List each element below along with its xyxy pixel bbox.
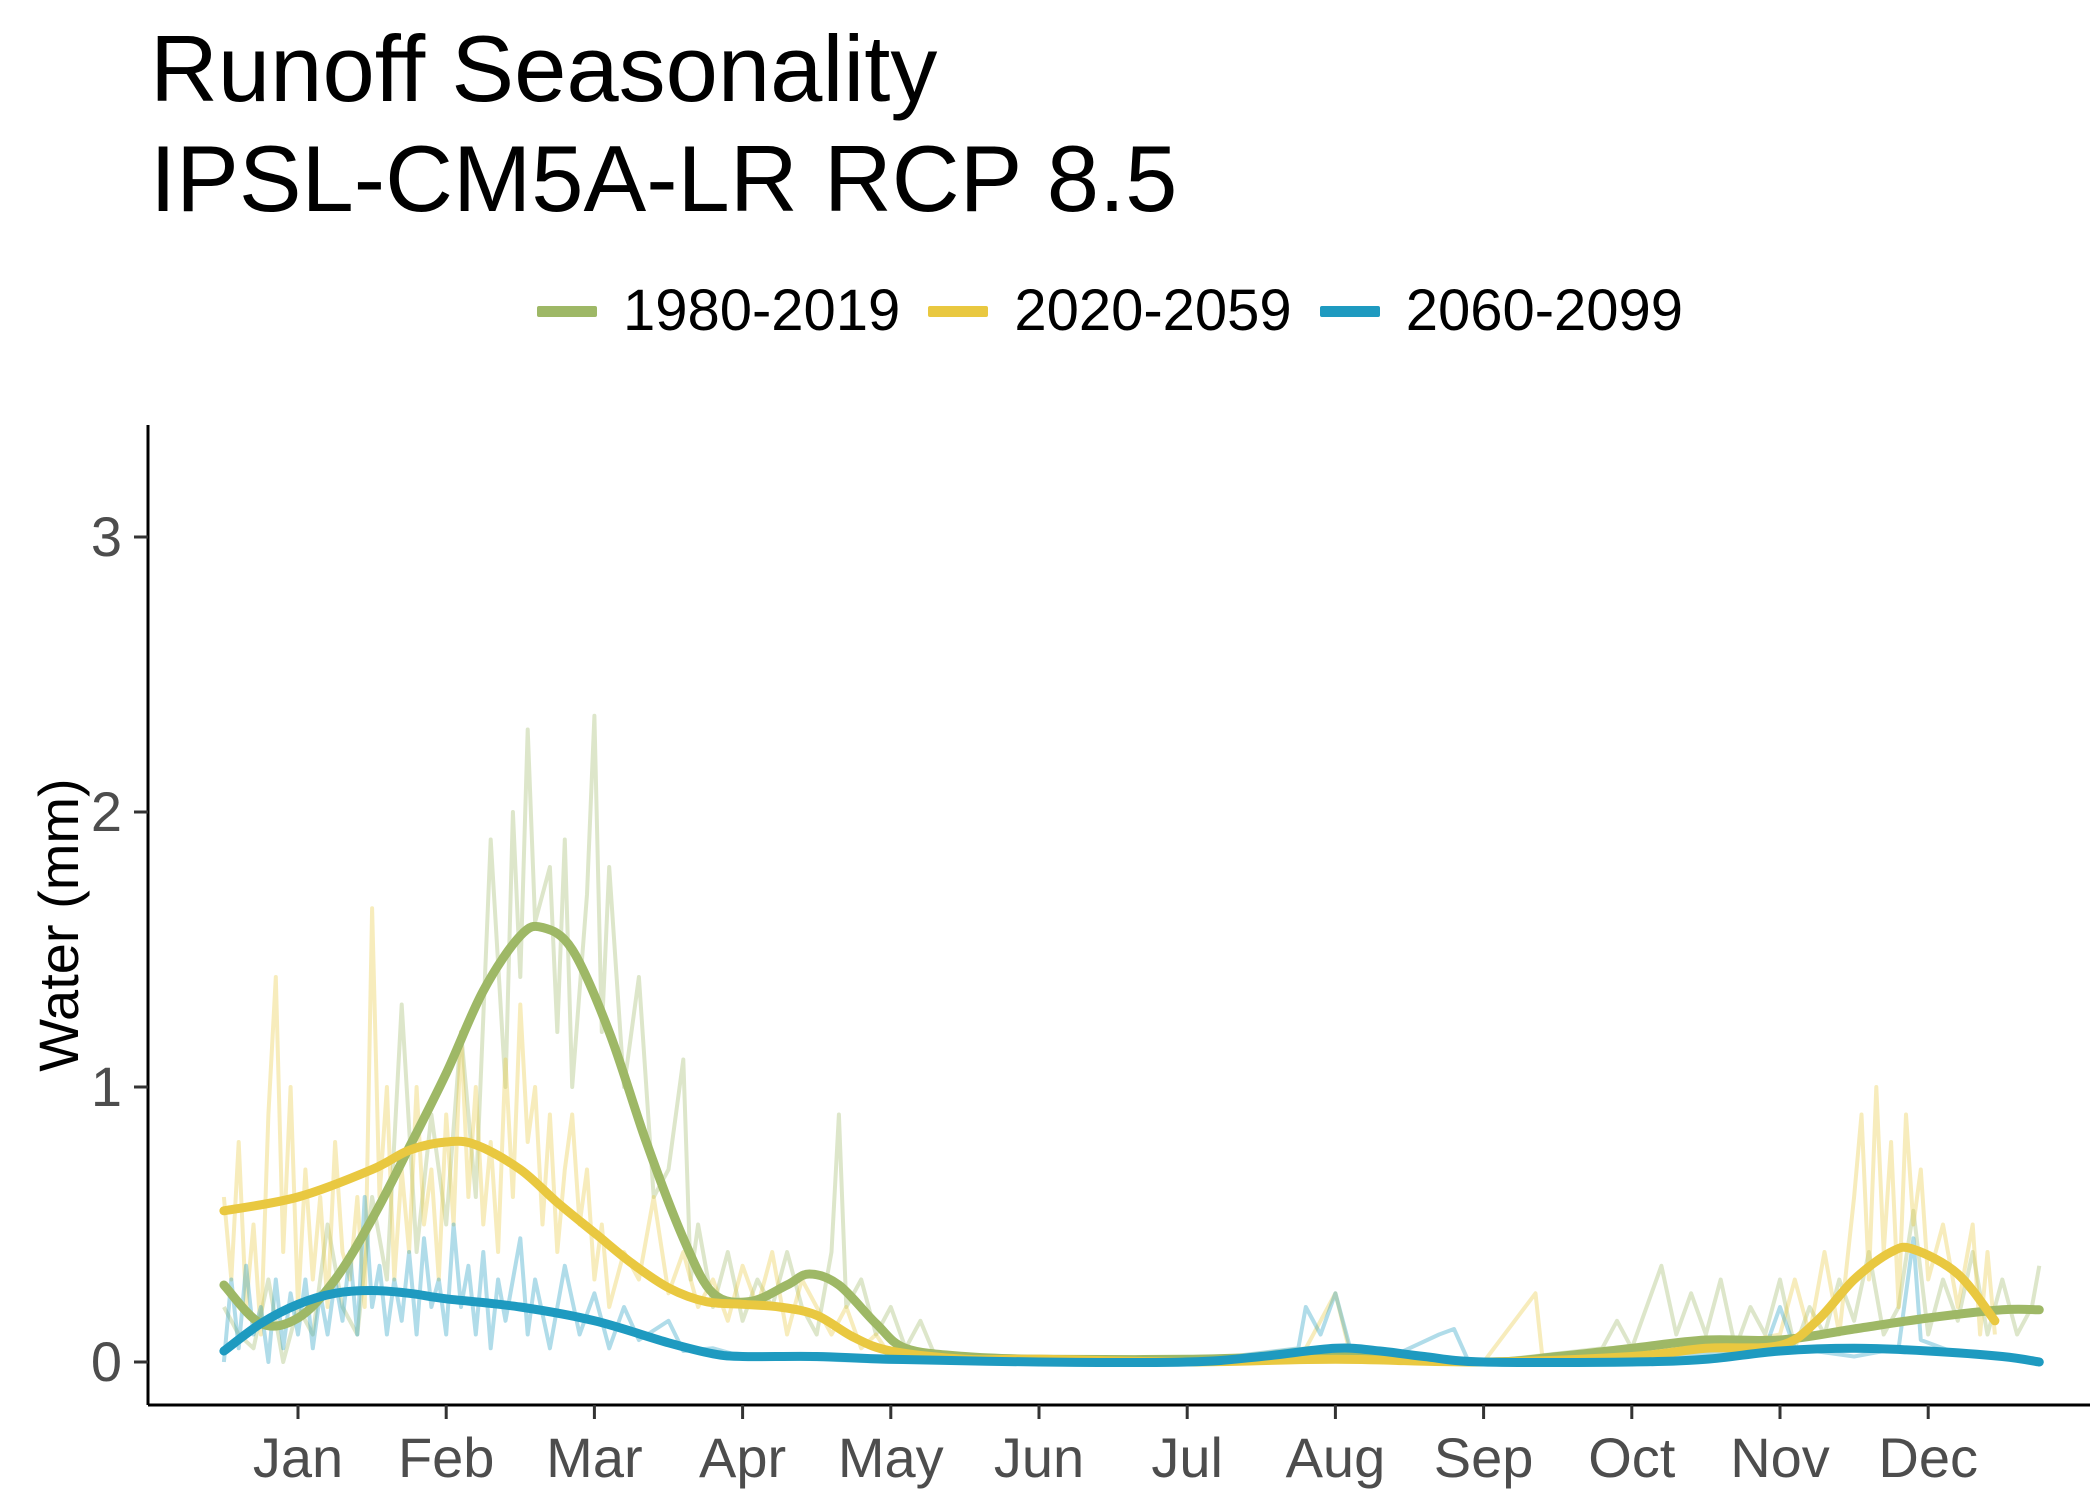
x-tick-label-feb: Feb: [398, 1426, 495, 1489]
x-tick-label-aug: Aug: [1286, 1426, 1386, 1489]
chart-subtitle: IPSL-CM5A-LR RCP 8.5: [150, 126, 1178, 231]
smooth-series-layer: [219, 921, 2044, 1368]
y-tick-label-0: 0: [91, 1330, 122, 1393]
raw-line-1980-2019: [222, 713, 2042, 1364]
legend-item-1980-2019: 1980-2019: [536, 278, 901, 343]
legend-key-2060-2099: [1319, 305, 1380, 317]
legend-label-1980-2019: 1980-2019: [622, 278, 901, 343]
legend-key-2020-2059: [928, 305, 989, 317]
x-tick-label-apr: Apr: [699, 1426, 786, 1489]
x-tick-label-jun: Jun: [994, 1426, 1084, 1489]
y-tick-label-3: 3: [91, 505, 122, 568]
y-tick-label-2: 2: [91, 780, 122, 843]
x-tick-label-oct: Oct: [1588, 1426, 1676, 1489]
x-tick-label-mar: Mar: [546, 1426, 642, 1489]
series-line-2060-2099: [219, 1286, 2044, 1368]
legend-item-2060-2099: 2060-2099: [1319, 278, 1684, 343]
legend-label-2020-2059: 2020-2059: [1014, 278, 1292, 343]
x-tick-label-sep: Sep: [1434, 1426, 1534, 1489]
raw-series-layer: [221, 713, 2042, 1364]
x-tick-label-jul: Jul: [1151, 1426, 1223, 1489]
legend-label-2060-2099: 2060-2099: [1405, 278, 1684, 343]
chart-title: Runoff Seasonality: [150, 16, 938, 121]
x-axis-ticks: Jan Feb Mar Apr May Jun Jul Aug Sep Oct Nov Dec: [253, 1405, 1978, 1489]
series-line-1980-2019: [219, 921, 2044, 1367]
y-axis-ticks: 0 1 2 3: [91, 505, 148, 1393]
y-axis-label: Water (mm): [27, 778, 90, 1071]
legend: 1980-2019 2020-2059 2060-2099: [0, 282, 2100, 340]
x-tick-label-nov: Nov: [1730, 1426, 1830, 1489]
legend-key-1980-2019: [536, 305, 597, 317]
y-tick-label-1: 1: [91, 1055, 122, 1118]
legend-item-2020-2059: 2020-2059: [928, 278, 1292, 343]
raw-line-2020-2059: [221, 906, 1997, 1364]
series-line-2020-2059: [219, 1136, 2000, 1367]
x-tick-label-may: May: [838, 1426, 944, 1489]
x-tick-label-jan: Jan: [253, 1426, 343, 1489]
x-tick-label-dec: Dec: [1878, 1426, 1978, 1489]
